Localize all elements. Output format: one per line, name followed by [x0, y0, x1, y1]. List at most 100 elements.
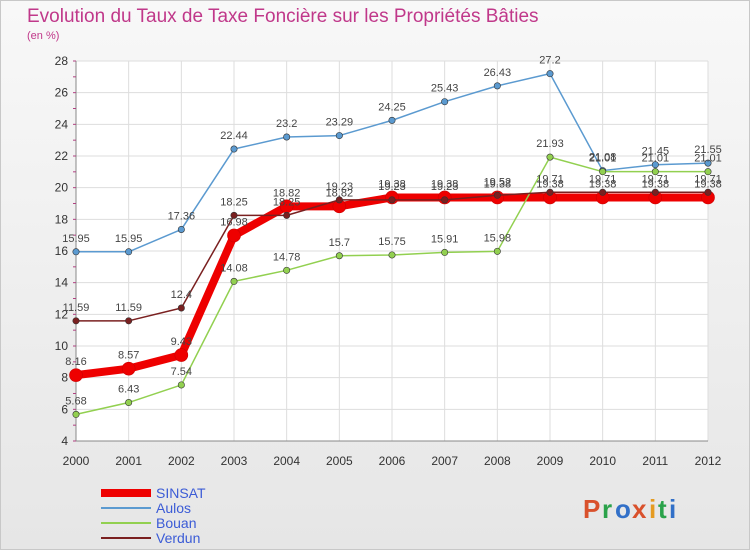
- logo-letter: o: [615, 494, 631, 524]
- data-label-bouan: 7.54: [171, 366, 192, 378]
- data-label-verdun: 19.71: [589, 173, 617, 185]
- data-point-verdun: [283, 211, 291, 219]
- data-label-sinsat: 18.82: [326, 187, 354, 199]
- data-point-aulos: [704, 159, 712, 167]
- data-label-sinsat: 19.38: [642, 178, 670, 190]
- legend-label-verdun: Verdun: [156, 530, 200, 546]
- logo-letter: r: [602, 494, 612, 524]
- data-label-bouan: 6.43: [118, 384, 139, 396]
- legend-label-sinsat: SINSAT: [156, 485, 206, 501]
- y-tick-label: 14: [55, 276, 69, 290]
- data-point-bouan: [704, 168, 712, 176]
- data-point-aulos: [230, 145, 238, 153]
- data-point-sinsat: [227, 228, 241, 243]
- data-point-aulos: [388, 116, 396, 124]
- data-label-bouan: 5.68: [65, 395, 86, 407]
- data-label-bouan: 21.01: [642, 153, 670, 165]
- data-label-aulos: 22.44: [220, 130, 248, 142]
- logo-letter: i: [649, 494, 656, 524]
- data-label-sinsat: 18.82: [273, 187, 301, 199]
- data-point-verdun: [335, 196, 343, 204]
- data-label-bouan: 21.93: [536, 138, 564, 150]
- data-label-sinsat: 9.43: [171, 336, 192, 348]
- y-tick-label: 4: [61, 434, 68, 448]
- data-point-verdun: [441, 196, 449, 204]
- data-point-bouan: [72, 410, 80, 418]
- data-label-sinsat: 19.38: [536, 178, 564, 190]
- data-point-bouan: [283, 266, 291, 274]
- data-label-sinsat: 19.38: [431, 178, 459, 190]
- data-label-aulos: 15.95: [62, 233, 90, 245]
- x-tick-label: 2000: [63, 454, 90, 468]
- x-tick-label: 2006: [379, 454, 406, 468]
- data-label-aulos: 26.43: [484, 67, 512, 79]
- y-tick-label: 28: [55, 54, 69, 68]
- data-label-aulos: 21.55: [694, 144, 722, 156]
- data-label-bouan: 15.7: [329, 237, 350, 249]
- data-point-bouan: [388, 251, 396, 259]
- data-label-sinsat: 8.57: [118, 350, 139, 362]
- data-label-aulos: 24.25: [378, 101, 406, 113]
- data-point-bouan: [335, 252, 343, 260]
- data-label-verdun: 19.23: [326, 181, 354, 193]
- y-tick-label: 24: [55, 117, 69, 131]
- data-label-sinsat: 19.38: [484, 178, 512, 190]
- data-label-aulos: 23.2: [276, 118, 297, 130]
- data-label-sinsat: 19.38: [694, 178, 722, 190]
- logo-letter: i: [669, 494, 676, 524]
- data-label-verdun: 19.23: [431, 181, 459, 193]
- data-point-verdun: [72, 317, 80, 325]
- data-label-aulos: 23.29: [326, 117, 354, 129]
- data-label-verdun: 11.59: [115, 302, 142, 314]
- x-tick-label: 2010: [589, 454, 616, 468]
- data-point-verdun: [388, 196, 396, 204]
- x-tick-label: 2001: [115, 454, 142, 468]
- logo-letter: t: [658, 494, 667, 524]
- data-label-verdun: 18.25: [220, 196, 248, 208]
- data-point-verdun: [177, 304, 185, 312]
- x-tick-label: 2002: [168, 454, 195, 468]
- x-tick-label: 2005: [326, 454, 353, 468]
- data-label-sinsat: 8.16: [65, 356, 86, 368]
- data-label-aulos: 21.08: [589, 152, 617, 164]
- data-label-verdun: 19.52: [484, 176, 512, 188]
- data-point-bouan: [493, 247, 501, 255]
- chart-subtitle: (en %): [27, 30, 60, 42]
- x-tick-label: 2003: [221, 454, 248, 468]
- data-point-sinsat: [69, 368, 83, 382]
- x-tick-label: 2009: [537, 454, 564, 468]
- data-label-verdun: 18.25: [273, 196, 301, 208]
- data-point-verdun: [546, 188, 554, 196]
- x-tick-label: 2004: [273, 454, 300, 468]
- y-tick-label: 10: [55, 339, 69, 353]
- data-point-aulos: [125, 248, 133, 256]
- data-label-bouan: 15.98: [484, 232, 512, 244]
- data-label-sinsat: 19.38: [589, 178, 617, 190]
- data-point-aulos: [651, 161, 659, 169]
- data-point-verdun: [493, 191, 501, 199]
- data-label-bouan: 15.75: [378, 236, 406, 248]
- data-label-bouan: 21.01: [694, 153, 722, 165]
- data-point-aulos: [283, 133, 291, 141]
- data-label-aulos: 27.2: [539, 55, 560, 67]
- data-point-verdun: [651, 188, 659, 196]
- data-label-aulos: 21.45: [642, 146, 670, 158]
- data-label-bouan: 14.08: [220, 262, 248, 274]
- data-point-bouan: [546, 153, 554, 161]
- data-label-verdun: 11.59: [63, 302, 90, 314]
- data-label-aulos: 15.95: [115, 233, 143, 245]
- data-label-bouan: 21.01: [589, 153, 617, 165]
- legend-label-bouan: Bouan: [156, 515, 196, 531]
- data-point-verdun: [704, 188, 712, 196]
- data-point-bouan: [230, 277, 238, 285]
- data-label-aulos: 25.43: [431, 83, 459, 95]
- x-tick-label: 2007: [431, 454, 458, 468]
- data-label-verdun: 19.71: [536, 173, 564, 185]
- legend-label-aulos: Aulos: [156, 500, 191, 516]
- data-point-verdun: [125, 317, 133, 325]
- data-point-aulos: [493, 82, 501, 90]
- data-label-sinsat: 16.98: [220, 216, 248, 228]
- data-label-verdun: 19.71: [642, 173, 670, 185]
